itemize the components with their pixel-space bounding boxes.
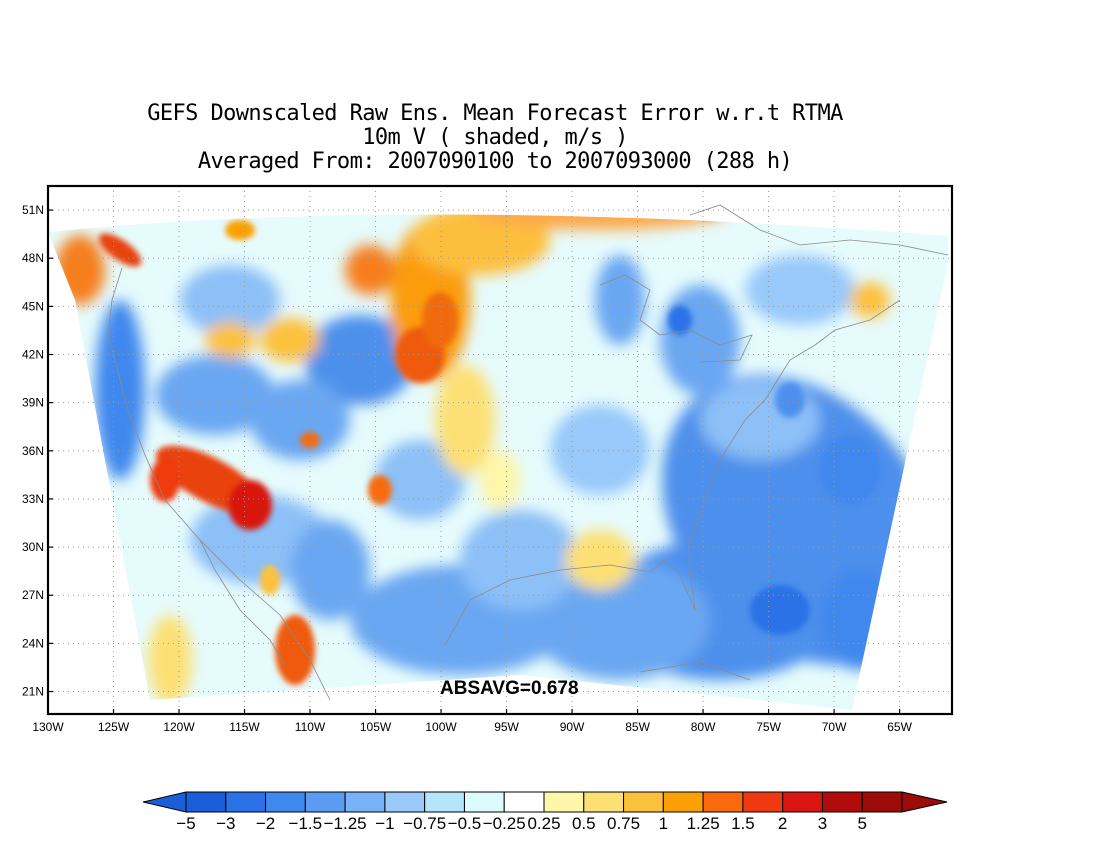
longitude-labels: 130W 125W 120W 115W 110W 105W 100W 95W 90W 85W 80W…: [32, 720, 912, 734]
shaded-field: [48, 214, 948, 710]
map-frame: [46, 184, 954, 716]
cuba-outline: [639, 661, 751, 681]
colorbar-label: −3: [216, 814, 235, 833]
lon-tick-label: 120W: [163, 720, 195, 734]
lat-tick-label: 24N: [22, 636, 44, 650]
colorbar-label: 1.5: [731, 814, 755, 833]
colorbar-label: 1.25: [687, 814, 720, 833]
lat-tick-label: 39N: [22, 396, 44, 410]
colorbar-label: 2: [778, 814, 787, 833]
colorbar-swatch: [344, 791, 386, 813]
lat-tick-label: 45N: [22, 299, 44, 313]
colorbar-swatch: [662, 791, 704, 813]
lon-tick-label: 125W: [98, 720, 130, 734]
colorbar-swatch: [265, 791, 306, 813]
gulf-coastline: [444, 540, 696, 646]
lon-tick-label: 105W: [360, 720, 392, 734]
colorbar-label: 3: [818, 814, 827, 833]
colorbar-label: −1: [375, 814, 394, 833]
longitude-tick-marks: [47, 709, 901, 714]
latitude-tick-marks: [48, 209, 53, 693]
colorbar-swatch: [384, 791, 426, 813]
colorbar-swatch: [861, 791, 903, 813]
colorbar: −5 −3 −2 −1.5 −1.25 −1 −0.75 −0.5 −0.25 0.25 0.5 0.…: [142, 791, 948, 833]
colorbar-label: −2: [256, 814, 275, 833]
field-blobs: [55, 214, 938, 705]
colorbar-arrow-high: [901, 791, 948, 813]
colorbar-swatch: [503, 791, 545, 813]
colorbar-swatch: [702, 791, 744, 813]
colorbar-swatch: [424, 791, 465, 813]
colorbar-swatch: [185, 791, 227, 813]
title-block: GEFS Downscaled Raw Ens. Mean Forecast E…: [0, 102, 990, 174]
lat-tick-label: 30N: [22, 540, 44, 554]
colorbar-label: 0.5: [572, 814, 596, 833]
title-line-1: GEFS Downscaled Raw Ens. Mean Forecast E…: [147, 101, 843, 126]
lat-tick-label: 21N: [22, 685, 44, 699]
colorbar-swatch: [583, 791, 625, 813]
lon-tick-label: 75W: [756, 720, 781, 734]
colorbar-swatch: [742, 791, 784, 813]
atlantic-coastline: [689, 299, 901, 541]
lon-tick-label: 100W: [425, 720, 457, 734]
colorbar-swatch: [304, 791, 346, 813]
lon-tick-label: 115W: [229, 720, 260, 734]
colorbar-swatch: [821, 791, 863, 813]
lon-tick-label: 90W: [560, 720, 585, 734]
colorbar-swatch: [623, 791, 664, 813]
colorbar-label: 0.25: [527, 814, 560, 833]
colorbar-label: −0.75: [403, 814, 446, 833]
title-line-2: 10m V ( shaded, m/s ): [362, 125, 628, 150]
pacific-coastline: [107, 267, 331, 701]
lon-tick-label: 110W: [295, 720, 326, 734]
lon-tick-label: 130W: [32, 720, 64, 734]
colorbar-swatch: [225, 791, 267, 813]
lat-lon-grid: [48, 186, 952, 714]
absavg-label: ABSAVG=0.678: [440, 678, 579, 699]
baja-coastline: [199, 539, 286, 666]
colorbar-label: −1.25: [324, 814, 367, 833]
lat-tick-label: 48N: [22, 251, 44, 265]
hudson-bay-outline: [689, 204, 949, 256]
colorbar-label: −1.5: [289, 814, 323, 833]
lon-tick-label: 95W: [494, 720, 519, 734]
lat-tick-label: 51N: [22, 203, 44, 217]
lon-tick-label: 85W: [625, 720, 650, 734]
lon-tick-label: 70W: [822, 720, 847, 734]
lat-tick-label: 27N: [22, 588, 44, 602]
lat-tick-label: 36N: [22, 444, 44, 458]
colorbar-swatch: [782, 791, 823, 813]
colorbar-arrow-low: [142, 791, 187, 813]
lat-tick-label: 42N: [22, 348, 44, 362]
colorbar-swatch: [463, 791, 505, 813]
lon-tick-label: 80W: [691, 720, 716, 734]
latitude-labels: 21N 24N 27N 30N 33N 36N 39N 42N 45N 48N 51N: [22, 203, 44, 698]
colorbar-label: −0.5: [448, 814, 482, 833]
colorbar-label: 0.75: [607, 814, 640, 833]
lon-tick-label: 65W: [887, 720, 912, 734]
colorbar-label: 1: [659, 814, 668, 833]
colorbar-label: 5: [857, 814, 866, 833]
title-line-3: Averaged From: 2007090100 to 2007093000 …: [197, 149, 793, 174]
coastlines: [107, 204, 949, 701]
colorbar-label: −5: [176, 814, 195, 833]
great-lakes-outline: [599, 274, 753, 363]
colorbar-label: −0.25: [483, 814, 526, 833]
lat-tick-label: 33N: [22, 492, 44, 506]
colorbar-swatch: [543, 791, 585, 813]
